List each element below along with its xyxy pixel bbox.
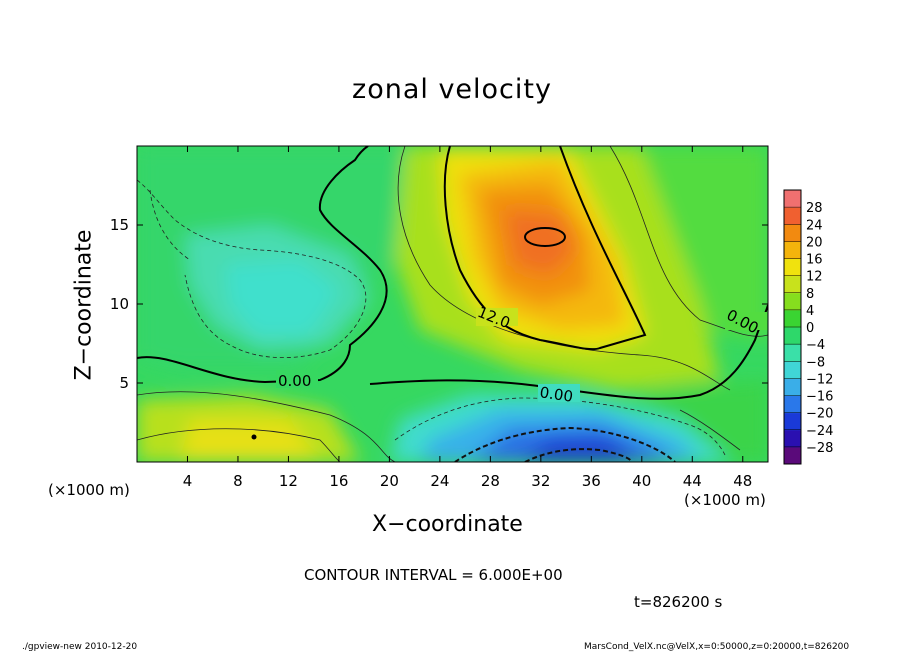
footer-source: MarsCond_VelX.nc@VelX,x=0:50000,z=0:2000… bbox=[584, 642, 850, 652]
footer-command: ./gpview-new 2010-12-20 bbox=[22, 642, 138, 652]
colorbar-label: 16 bbox=[806, 253, 823, 268]
colorbar-label: 24 bbox=[806, 218, 823, 233]
colorbar-label: 28 bbox=[806, 201, 823, 216]
x-tick-label: 40 bbox=[632, 472, 651, 490]
x-tick-label: 12 bbox=[279, 472, 298, 490]
x-unit-label: (×1000 m) bbox=[684, 491, 766, 509]
colorbar-segment bbox=[784, 258, 801, 277]
x-tick-label: 44 bbox=[683, 472, 702, 490]
colorbar-label: 0 bbox=[806, 321, 814, 336]
contour-label: 0.00 bbox=[539, 383, 575, 405]
colorbar-segment bbox=[784, 446, 801, 465]
x-tick-label: 4 bbox=[183, 472, 193, 490]
colorbar-segment bbox=[784, 224, 801, 242]
colorbar-segment bbox=[784, 361, 801, 379]
colorbar-label: −12 bbox=[806, 372, 833, 387]
colorbar-label: −16 bbox=[806, 390, 833, 405]
contour-interval-text: CONTOUR INTERVAL = 6.000E+00 bbox=[304, 566, 563, 584]
colorbar-segment bbox=[784, 309, 801, 328]
colorbar-label: 12 bbox=[806, 270, 823, 285]
colorbar-segment bbox=[784, 190, 801, 208]
colorbar-segment bbox=[784, 207, 801, 225]
colorbar-segment bbox=[784, 395, 801, 414]
x-tick-label: 32 bbox=[531, 472, 550, 490]
colorbar-segment bbox=[784, 327, 801, 345]
y-tick-label: 10 bbox=[110, 295, 129, 313]
x-unit-label: (×1000 m) bbox=[48, 481, 130, 499]
x-tick-label: 36 bbox=[582, 472, 601, 490]
colorbar-segment bbox=[784, 344, 801, 362]
y-tick-label: 5 bbox=[119, 374, 129, 392]
colorbar-segment bbox=[784, 241, 801, 259]
chart-title: zonal velocity bbox=[352, 74, 552, 105]
x-tick-label: 16 bbox=[329, 472, 348, 490]
contour-label: 0.00 bbox=[278, 372, 311, 390]
colorbar-segment bbox=[784, 412, 801, 431]
x-tick-label: 20 bbox=[380, 472, 399, 490]
colorbar-segment bbox=[784, 275, 801, 294]
y-axis-label: Z−coordinate bbox=[71, 229, 97, 381]
colorbar-label: 4 bbox=[806, 304, 814, 319]
colorbar-segment bbox=[784, 429, 801, 448]
colorbar-label: −4 bbox=[806, 338, 825, 353]
y-tick-label: 15 bbox=[110, 216, 129, 234]
colorbar-label: −28 bbox=[806, 441, 833, 456]
colorbar-label: 8 bbox=[806, 287, 814, 302]
x-tick-label: 48 bbox=[733, 472, 752, 490]
colorbar-segment bbox=[784, 292, 801, 311]
colorbar-label: −8 bbox=[806, 355, 825, 370]
time-label: t=826200 s bbox=[634, 593, 723, 611]
colorbar-label: 20 bbox=[806, 235, 823, 250]
colorbar-label: −20 bbox=[806, 407, 833, 422]
x-axis-label: X−coordinate bbox=[372, 512, 523, 537]
colorbar-label: −24 bbox=[806, 424, 833, 439]
colorbar-segment bbox=[784, 378, 801, 396]
heatmap-field bbox=[137, 146, 768, 462]
x-tick-label: 8 bbox=[233, 472, 243, 490]
x-tick-label: 28 bbox=[481, 472, 500, 490]
x-tick-label: 24 bbox=[430, 472, 449, 490]
